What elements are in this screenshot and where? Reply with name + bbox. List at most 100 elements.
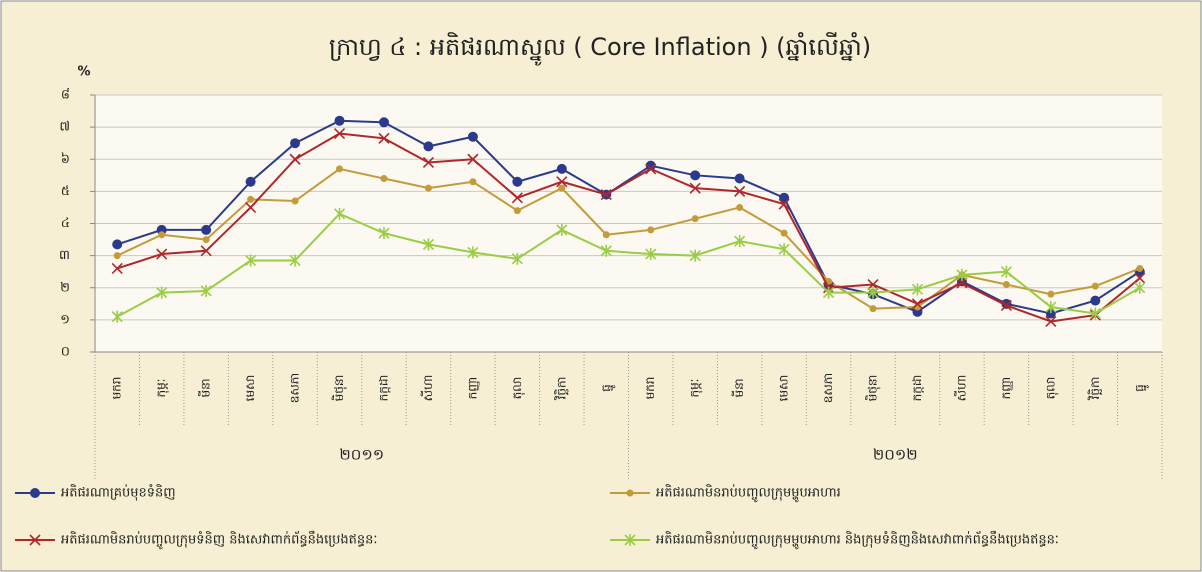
x-tick-label: មិថុនា xyxy=(331,375,347,402)
marker xyxy=(1134,272,1146,284)
x-tick-label: មករា xyxy=(110,377,124,400)
marker xyxy=(869,305,877,313)
marker xyxy=(112,239,123,250)
y-tick-label: ០ xyxy=(61,345,70,360)
marker xyxy=(689,182,701,194)
marker xyxy=(378,227,390,240)
marker xyxy=(289,153,301,165)
x-tick-label: ធ្នូ xyxy=(599,384,616,392)
x-tick-label: មេសា xyxy=(777,375,791,402)
marker xyxy=(467,246,479,259)
x-tick-label: សីហា xyxy=(420,375,435,402)
marker xyxy=(201,224,212,235)
chart-title: ក្រាហ្វ ៤ : អតិផរណាស្នូល ( Core Inflatio… xyxy=(329,32,871,66)
marker xyxy=(779,192,790,203)
marker xyxy=(1090,295,1101,306)
marker xyxy=(511,192,523,204)
x-tick-label: វិច្ឆិកា xyxy=(1087,377,1102,401)
marker xyxy=(689,249,701,262)
marker xyxy=(245,201,257,214)
marker xyxy=(333,207,346,220)
x-tick-label: មីនា xyxy=(198,378,213,397)
x-tick-label: តុលា xyxy=(1043,377,1058,400)
marker xyxy=(736,203,744,211)
marker xyxy=(467,153,479,165)
series-line xyxy=(116,119,1141,315)
marker xyxy=(334,115,345,126)
marker xyxy=(1091,282,1099,290)
marker xyxy=(467,131,478,142)
marker xyxy=(511,252,523,265)
marker xyxy=(867,278,879,291)
marker xyxy=(158,231,166,239)
marker xyxy=(556,176,568,188)
x-tick-label: កុម្ភៈ xyxy=(688,379,703,398)
series-line xyxy=(116,167,1141,310)
marker xyxy=(778,243,790,256)
marker xyxy=(245,176,256,187)
marker xyxy=(512,176,523,187)
x-tick-label: មករា xyxy=(643,377,657,400)
series-line xyxy=(116,132,1141,323)
marker xyxy=(626,489,634,497)
marker xyxy=(113,252,121,260)
marker xyxy=(247,195,255,203)
marker xyxy=(558,184,566,192)
y-tick-label: ១ xyxy=(60,312,70,327)
marker xyxy=(156,286,168,299)
marker xyxy=(624,534,636,546)
marker xyxy=(29,534,41,546)
marker xyxy=(602,231,610,239)
x-tick-label: កុម្ភៈ xyxy=(154,379,169,398)
marker xyxy=(1136,264,1144,272)
marker xyxy=(333,127,346,140)
group-label: ២០១១ xyxy=(339,446,384,464)
y-tick-label: ២ xyxy=(60,280,70,295)
marker xyxy=(556,163,567,174)
marker xyxy=(422,238,435,251)
x-tick-label: សីហា xyxy=(953,375,968,402)
marker xyxy=(780,229,788,237)
marker xyxy=(156,248,168,260)
marker xyxy=(291,197,299,205)
x-tick-label: វិច្ឆិកា xyxy=(553,377,568,401)
marker xyxy=(734,235,746,248)
series-line xyxy=(116,212,1141,318)
y-tick-label: ៤ xyxy=(61,216,70,231)
x-tick-label: កក្កដា xyxy=(376,375,390,402)
marker xyxy=(1045,308,1056,319)
marker xyxy=(778,198,790,210)
marker xyxy=(1045,301,1057,314)
series xyxy=(111,127,1146,328)
marker xyxy=(245,254,257,267)
marker xyxy=(422,156,435,169)
marker xyxy=(200,245,212,257)
marker xyxy=(30,488,40,498)
y-tick-label: ៥ xyxy=(61,184,70,199)
marker xyxy=(380,175,388,183)
marker xyxy=(911,298,924,310)
x-tick-label: កញ្ញា xyxy=(999,377,1013,400)
marker xyxy=(378,117,389,128)
marker xyxy=(513,207,521,215)
marker xyxy=(202,236,210,244)
marker xyxy=(1000,265,1012,278)
x-tick-label: ឧសភា xyxy=(288,373,302,403)
y-axis-label: % xyxy=(77,65,90,80)
marker xyxy=(556,223,568,236)
series xyxy=(113,165,1144,313)
y-tick-label: ៣ xyxy=(59,248,70,263)
marker xyxy=(691,215,699,223)
marker xyxy=(1000,299,1012,311)
y-tick-label: ៨ xyxy=(61,88,70,103)
marker xyxy=(867,286,879,299)
marker xyxy=(647,226,655,234)
legend-label: អតិផរណាមិនរាប់បញ្ចូលក្រុមទំនិញ និងសេវាពា… xyxy=(61,531,377,550)
marker xyxy=(600,189,612,201)
marker xyxy=(1134,281,1146,294)
x-tick-label: តុលា xyxy=(510,377,525,400)
marker xyxy=(956,277,968,289)
marker xyxy=(1045,315,1057,328)
group-label: ២០១២ xyxy=(873,446,918,464)
